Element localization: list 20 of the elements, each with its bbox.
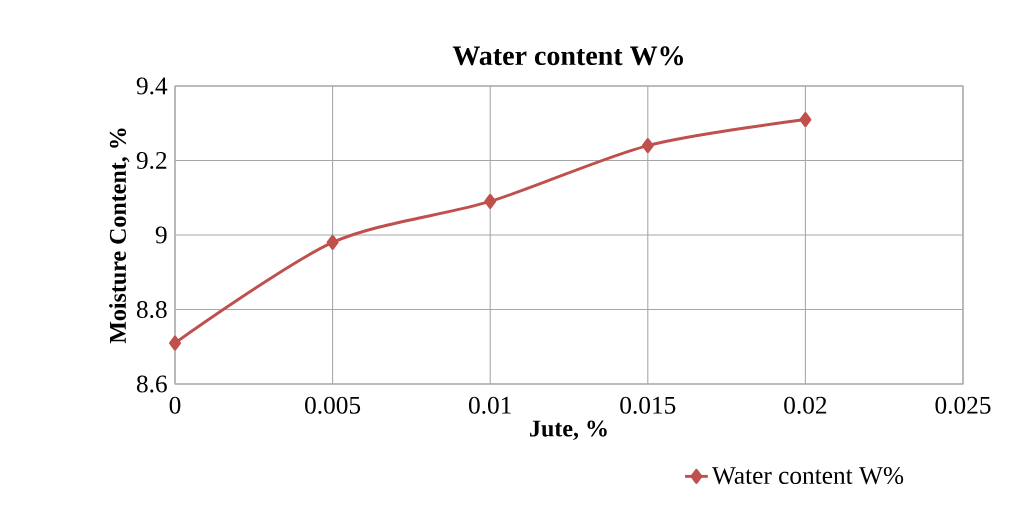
y-tick-label: 9.4 xyxy=(136,77,168,95)
chart-title: Water content W% xyxy=(452,46,683,66)
point xyxy=(641,138,654,154)
point xyxy=(169,335,181,351)
y-tick-label: 8.6 xyxy=(136,375,167,393)
x-tick-label: 0.015 xyxy=(620,396,676,414)
x-tick-label: 0.02 xyxy=(784,396,827,414)
y-tick-label: 9 xyxy=(155,226,167,244)
x-tick-label: 0 xyxy=(169,396,181,414)
point xyxy=(326,234,339,250)
y-tick-label: 9.2 xyxy=(136,151,167,170)
point xyxy=(484,193,497,209)
y-axis-title: Moisture Content, % xyxy=(109,128,130,344)
point xyxy=(799,112,812,127)
x-tick-label: 0.025 xyxy=(935,396,991,414)
legend-label: Water content W% xyxy=(711,466,904,485)
x-tick-label: 0.005 xyxy=(305,396,361,414)
x-axis-title: Jute, % xyxy=(530,420,607,441)
x-tick-label: 0.01 xyxy=(469,396,511,414)
y-tick-label: 8.8 xyxy=(136,300,167,319)
